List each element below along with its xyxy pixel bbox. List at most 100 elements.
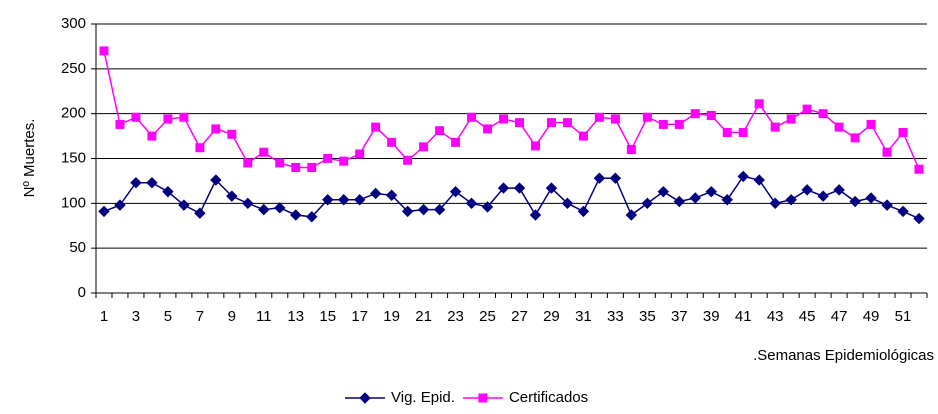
point [162,185,174,198]
point [195,143,205,153]
x-tick-label: 3 [132,308,140,325]
point [403,155,413,165]
point [770,122,780,132]
x-tick-label: 29 [543,308,560,325]
point [786,114,796,124]
point [593,172,606,184]
point [226,190,238,202]
y-tick-label: 0 [78,284,86,301]
point [529,209,542,221]
x-tick-label: 15 [319,308,336,325]
point [626,145,636,155]
point [499,114,509,124]
x-tick-label: 43 [767,308,784,325]
point [353,194,366,206]
point [467,112,477,122]
point [483,124,493,134]
point [179,112,189,122]
x-tick-label: 41 [735,308,752,325]
point [385,189,398,201]
point [322,194,334,206]
point [898,127,908,137]
point [689,192,701,204]
point [115,119,125,129]
x-tick-label: 35 [639,308,656,325]
x-tick-label: 23 [447,308,464,325]
point [834,122,844,132]
point [833,184,845,196]
point [769,197,781,210]
point [721,194,733,206]
point [625,209,638,221]
point [306,211,318,223]
x-tick-label: 11 [256,308,272,325]
series-line [103,50,920,170]
point [561,197,574,210]
point [98,205,110,218]
point [99,46,109,56]
point [146,177,158,189]
point [497,182,510,194]
point [369,187,382,200]
point [513,182,526,194]
x-tick-label: 49 [863,308,880,325]
x-tick-label: 51 [895,308,912,325]
x-tick-label: 5 [164,308,172,325]
point [690,109,700,119]
point [642,112,652,122]
point [722,127,732,137]
point [114,199,126,211]
y-tick-label: 300 [61,15,86,32]
point [817,190,829,202]
point [610,114,620,124]
point [194,207,206,219]
point [417,203,430,216]
point [865,192,877,204]
point [546,118,556,128]
point [131,112,141,122]
x-tick-label: 19 [383,308,400,325]
point [866,119,876,129]
x-tick-label: 37 [671,308,688,325]
point [673,195,686,208]
point [387,137,397,147]
point [785,194,797,206]
point [178,199,190,211]
point [705,185,717,198]
point [401,205,414,218]
point [753,174,765,186]
point [275,158,285,168]
x-tick-label: 31 [575,308,592,325]
point [545,182,558,194]
y-tick-label: 100 [61,194,86,211]
x-tick-label: 13 [287,308,304,325]
point [337,194,350,206]
point [147,131,157,141]
point [738,127,748,137]
y-tick-label: 150 [61,149,86,166]
point [435,126,445,136]
point [801,184,813,196]
point [657,185,670,198]
point [210,174,222,186]
y-tick-label: 250 [61,60,86,77]
point [359,392,371,404]
point [242,197,254,210]
point [419,142,429,152]
point [259,147,269,157]
point [307,162,317,172]
legend-label: Certificados [509,389,588,406]
point [478,393,488,403]
point [578,131,588,141]
x-tick-label: 21 [415,308,432,325]
x-tick-label: 45 [799,308,816,325]
point [243,158,253,168]
point [211,124,221,134]
point [433,203,446,216]
y-axis-label: Nº Muertes. [21,119,38,198]
x-tick-label: 25 [479,308,496,325]
point [754,99,764,109]
point [914,164,924,174]
point [481,201,494,213]
